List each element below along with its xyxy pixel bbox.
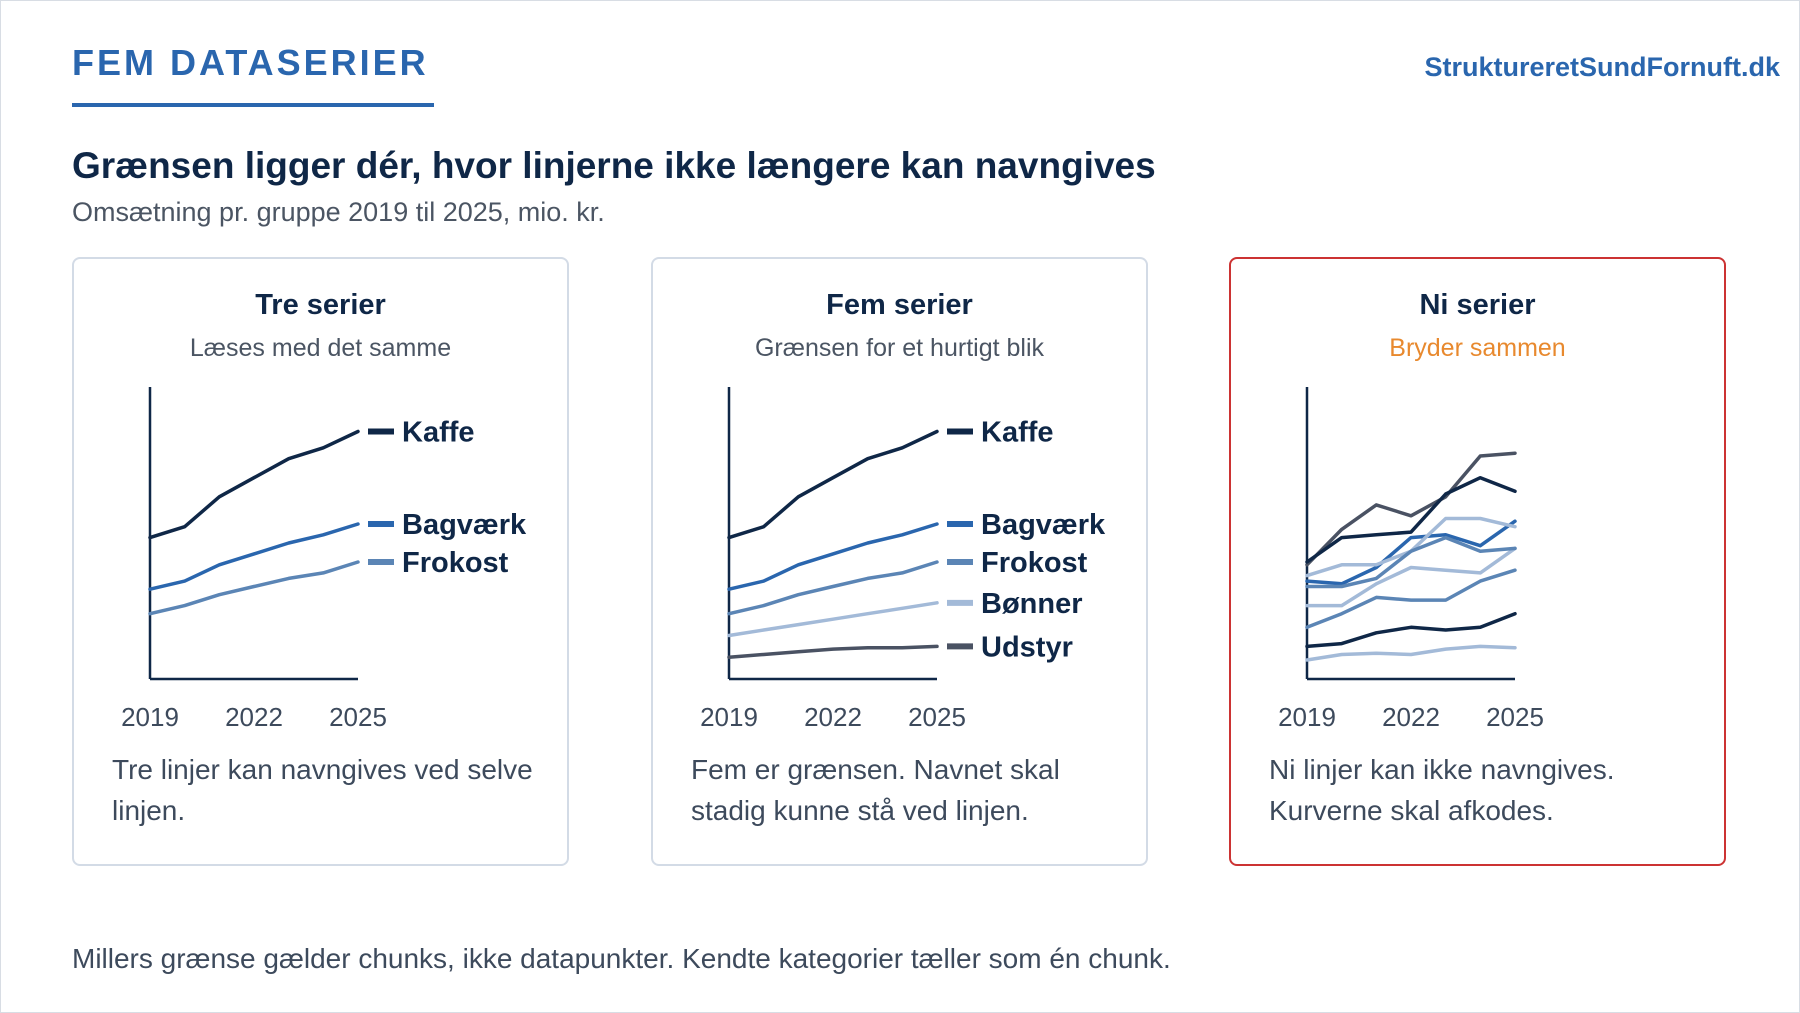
series-line [1305,568,1517,630]
card-subtitle: Læses med det samme [189,334,452,362]
chart-card-five-series: 2019 2022 2025 Kaffe Bagværk Frokost Bønner Uds… [651,257,1148,866]
card-title: Ni serier [1419,289,1536,321]
x-tick-label: 2025 [1486,702,1544,732]
series-label-bønner: Bønner [981,588,1083,620]
x-tick-label: 2025 [329,702,387,732]
chart-card-nine-series: 2019 2022 2025 Ni serier Bryder sammen Ni … [1229,257,1726,866]
series-line-kaffe [148,429,360,540]
series-line-bagværk [148,522,360,591]
series-label-frokost: Frokost [402,547,509,579]
x-tick-label: 2019 [121,702,179,732]
x-tick-label: 2019 [700,702,758,732]
series-line [1305,535,1517,589]
chart-five-series: 2019 2022 2025 Kaffe Bagværk Frokost Bønner Uds… [700,387,1106,732]
series-label-udstyr: Udstyr [981,631,1073,663]
series-label-kaffe: Kaffe [402,416,475,448]
card-subtitle: Grænsen for et hurtigt blik [754,334,1044,362]
card-note: Fem er grænsen. Navnet skal stadig kunne… [691,754,1060,826]
card-note: Ni linjer kan ikke navngives. Kurverne s… [1269,754,1615,826]
series-line [1305,644,1517,662]
card-title: Fem serier [826,289,973,321]
card-subtitle-warning: Bryder sammen [1389,334,1566,362]
x-tick-label: 2022 [1382,702,1440,732]
chart-nine-series: 2019 2022 2025 [1278,387,1544,732]
series-line [1305,519,1517,586]
x-tick-label: 2022 [804,702,862,732]
series-line-udstyr [727,644,939,659]
chart-card-three-series: 2019 2022 2025 Kaffe Bagværk Frokost Tre seri… [72,257,569,866]
series-line [1305,451,1517,567]
kicker-title: FEM DATASERIER [72,42,429,83]
series-line [1305,546,1517,608]
x-tick-label: 2019 [1278,702,1336,732]
footer-note: Millers grænse gælder chunks, ikke datap… [72,943,1171,974]
series-label-bagværk: Bagværk [402,509,527,541]
series-line [1305,475,1517,564]
chart-three-series: 2019 2022 2025 Kaffe Bagværk Frokost [121,387,527,732]
series-label-bagværk: Bagværk [981,509,1106,541]
page-subheadline: Omsætning pr. gruppe 2019 til 2025, mio.… [72,197,605,227]
page-headline: Grænsen ligger dér, hvor linjerne ikke l… [72,145,1156,186]
x-tick-label: 2025 [908,702,966,732]
series-line-bagværk [727,522,939,591]
kicker-underline [72,103,434,107]
brand-link[interactable]: StruktureretSundFornuft.dk [1424,52,1781,82]
card-title: Tre serier [255,289,386,321]
series-line-kaffe [727,429,939,540]
series-line-frokost [727,560,939,616]
series-label-frokost: Frokost [981,547,1088,579]
series-label-kaffe: Kaffe [981,416,1054,448]
card-note: Tre linjer kan navngives ved selve linje… [112,754,533,826]
series-line-frokost [148,560,360,616]
series-line [1305,611,1517,649]
series-line-bønner [727,601,939,638]
x-tick-label: 2022 [225,702,283,732]
